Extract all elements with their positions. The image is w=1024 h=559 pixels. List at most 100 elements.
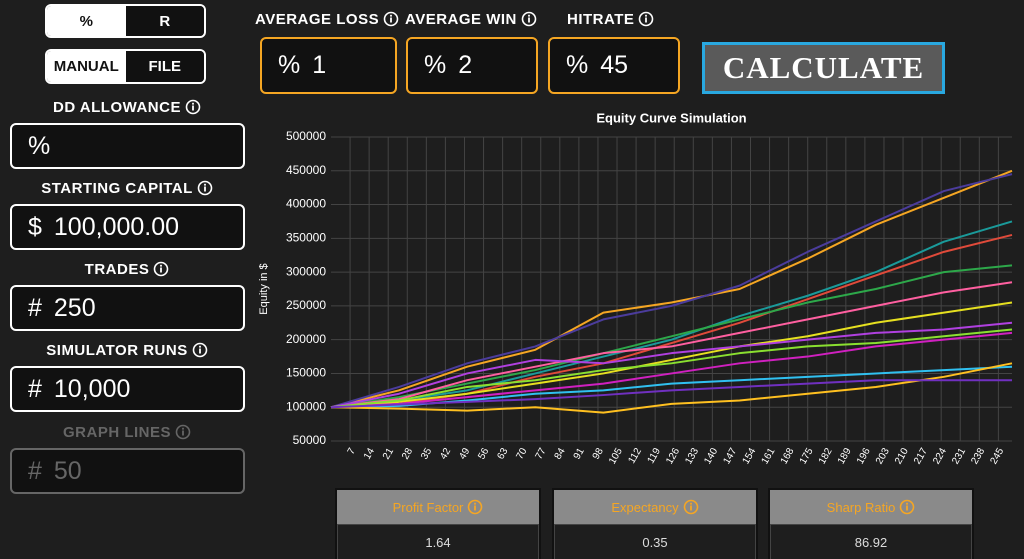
info-icon[interactable] (467, 499, 483, 515)
calculate-button[interactable]: CALCULATE (702, 42, 945, 94)
x-tick-label: 112 (626, 446, 644, 466)
info-icon[interactable] (899, 499, 915, 515)
info-icon[interactable] (197, 180, 213, 196)
toggle-option[interactable]: MANUAL (47, 51, 126, 82)
field-label: GRAPH LINES (10, 421, 244, 443)
x-tick-label: 196 (855, 446, 873, 466)
y-tick-label: 450000 (286, 163, 326, 177)
equity-line (330, 264, 1013, 409)
label-text: GRAPH LINES (62, 423, 171, 441)
input[interactable]: % 1 (260, 37, 397, 94)
x-tick-label: 21 (381, 446, 396, 462)
label-text: STARTING CAPITAL (41, 179, 193, 197)
x-tick-label: 147 (721, 446, 739, 466)
field-label: DD ALLOWANCE (10, 96, 244, 118)
equity-line (330, 169, 1013, 409)
x-tick-label: 98 (591, 446, 606, 462)
toggle-option[interactable]: FILE (125, 51, 204, 82)
metric-label: Sharp Ratio (826, 499, 896, 515)
x-tick-label: 154 (741, 446, 759, 466)
y-tick-label: 500000 (286, 129, 326, 143)
input-value: 45 (600, 51, 629, 79)
source-toggle: MANUAL FILE (45, 49, 206, 84)
field-label: AVERAGE WIN (405, 8, 537, 30)
x-tick-label: 70 (514, 446, 529, 462)
x-tick-label: 182 (817, 446, 835, 466)
input[interactable]: % 2 (406, 37, 538, 94)
metric-card: Profit Factor 1.64 (335, 488, 541, 559)
info-icon[interactable] (683, 499, 699, 515)
x-tick-label: 49 (457, 446, 472, 462)
field-label: SIMULATOR RUNS (10, 339, 244, 361)
x-tick-label: 189 (836, 446, 854, 466)
x-tick-label: 77 (534, 446, 549, 462)
y-tick-label: 50000 (293, 433, 327, 447)
label-text: TRADES (84, 260, 150, 278)
metric-header: Sharp Ratio (770, 490, 972, 524)
input-prefix: % (566, 51, 589, 79)
input-prefix: # (28, 456, 42, 485)
input-value: 2 (458, 51, 473, 79)
equity-line (330, 331, 1013, 409)
x-tick-label: 91 (572, 446, 587, 462)
input[interactable]: % 45 (548, 37, 680, 94)
info-icon[interactable] (175, 424, 191, 440)
label-text: SIMULATOR RUNS (46, 341, 188, 359)
metric-value: 1.64 (425, 534, 451, 550)
info-icon[interactable] (638, 11, 654, 27)
x-tick-label: 126 (664, 446, 682, 466)
input[interactable]: #250 (10, 285, 245, 331)
input[interactable]: % (10, 123, 245, 169)
metric-value-box: 1.64 (337, 524, 539, 559)
metric-value: 86.92 (854, 534, 888, 550)
y-tick-label: 100000 (286, 399, 326, 413)
y-tick-label: 300000 (286, 264, 326, 278)
info-icon[interactable] (521, 11, 537, 27)
equity-line (330, 301, 1013, 409)
x-tick-label: 161 (760, 446, 778, 466)
input-prefix: % (278, 51, 301, 79)
chart: Equity Curve Simulation Equity in $ 50000 1… (258, 110, 1013, 466)
x-tick-label: 42 (438, 446, 453, 462)
equity-line (330, 328, 1013, 409)
input-prefix: % (424, 51, 447, 79)
x-tick-label: 231 (950, 446, 968, 466)
input[interactable]: $100,000.00 (10, 204, 245, 250)
x-tick-label: 56 (476, 446, 491, 462)
metric-card: Expectancy 0.35 (552, 488, 758, 559)
info-icon[interactable] (185, 99, 201, 115)
field-label: TRADES (10, 258, 244, 280)
y-tick-label: 350000 (286, 231, 326, 245)
y-tick-label: 200000 (286, 332, 326, 346)
x-tick-label: 175 (798, 446, 816, 466)
y-tick-label: 400000 (286, 197, 326, 211)
input[interactable]: #10,000 (10, 366, 245, 412)
input-prefix: # (28, 374, 42, 403)
label-text: DD ALLOWANCE (53, 98, 181, 116)
metric-value-box: 86.92 (770, 524, 972, 559)
x-tick-label: 210 (893, 446, 911, 466)
x-tick-label: 28 (400, 446, 415, 462)
input-value: 50 (53, 456, 82, 485)
x-tick-label: 35 (419, 446, 434, 462)
y-axis-label: Equity in $ (258, 263, 270, 314)
toggle-option[interactable]: R (125, 6, 204, 36)
info-icon[interactable] (153, 261, 169, 277)
x-tick-label: 238 (969, 446, 987, 466)
input-value: 10,000 (53, 374, 131, 403)
input-prefix: $ (28, 212, 42, 241)
info-icon[interactable] (192, 342, 208, 358)
x-tick-label: 7 (346, 446, 359, 457)
y-tick-label: 150000 (286, 366, 326, 380)
metric-label: Profit Factor (392, 499, 464, 515)
info-icon[interactable] (383, 11, 399, 27)
input-value: 1 (312, 51, 327, 79)
x-tick-label: 14 (362, 446, 377, 462)
input-value: 250 (53, 293, 96, 322)
input[interactable]: #50 (10, 448, 245, 494)
field-label: STARTING CAPITAL (10, 177, 244, 199)
equity-line (330, 362, 1013, 414)
toggle-option[interactable]: % (47, 6, 126, 36)
metric-label: Expectancy (611, 499, 679, 515)
input-prefix: % (28, 131, 51, 160)
